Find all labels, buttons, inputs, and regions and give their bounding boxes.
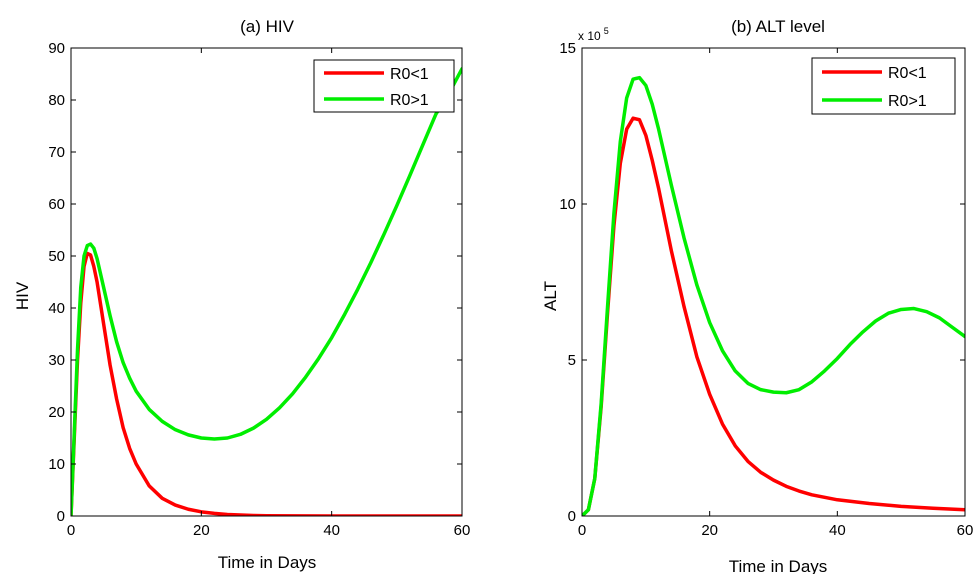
series-line-r0-greater-than-1: [71, 67, 462, 516]
y-tick-label: 40: [48, 300, 65, 317]
y-tick-label: 10: [559, 196, 576, 213]
axes-frame: [70, 47, 463, 517]
series-line-r0-greater-than-1: [582, 75, 965, 516]
chart-title: (a) HIV: [240, 17, 295, 36]
legend-box: [313, 59, 455, 113]
axes-frame: [581, 47, 966, 517]
exponent-power: 5: [604, 26, 609, 36]
chart-title: (b) ALT level: [731, 17, 825, 36]
y-tick-label: 90: [48, 40, 65, 57]
legend-box: [811, 57, 956, 115]
x-tick-label: 40: [323, 522, 340, 539]
y-tick-label: 20: [48, 404, 65, 421]
y-tick-label: 30: [48, 352, 65, 369]
x-tick-label: 60: [957, 522, 974, 539]
x-tick-label: 0: [67, 522, 75, 539]
legend-label: R0>1: [390, 92, 429, 109]
y-tick-label: 70: [48, 144, 65, 161]
legend-label: R0<1: [888, 65, 927, 82]
legend: R0<1 R0>1: [811, 57, 956, 115]
chart-panel-alt: (b) ALT level ALT Time in Days x 10 5 051…: [541, 17, 973, 574]
y-tick-label: 0: [568, 508, 576, 525]
x-axis-label: Time in Days: [729, 557, 828, 574]
x-tick-label: 20: [193, 522, 210, 539]
exponent-base: x 10: [578, 29, 601, 43]
y-tick-label: 60: [48, 196, 65, 213]
chart-panel-hiv: (a) HIV HIV Time in Days 0 10 20 30 40 50 60 70…: [13, 17, 470, 572]
y-tick-label: 15: [559, 40, 576, 57]
x-tick-label: 60: [454, 522, 471, 539]
legend-label: R0<1: [390, 66, 429, 83]
y-tick-label: 10: [48, 456, 65, 473]
y-tick-label: 50: [48, 248, 65, 265]
x-axis-label: Time in Days: [218, 553, 317, 572]
x-tick-label: 20: [701, 522, 718, 539]
y-axis-label: ALT: [541, 281, 560, 311]
legend: R0<1 R0>1: [313, 59, 455, 113]
y-axis-label: HIV: [13, 281, 32, 310]
legend-label: R0>1: [888, 93, 927, 110]
exponent-label: x 10 5: [578, 26, 609, 43]
x-tick-label: 0: [578, 522, 586, 539]
y-tick-label: 0: [57, 508, 65, 525]
x-tick-label: 40: [829, 522, 846, 539]
y-tick-label: 5: [568, 352, 576, 369]
y-tick-label: 80: [48, 92, 65, 109]
